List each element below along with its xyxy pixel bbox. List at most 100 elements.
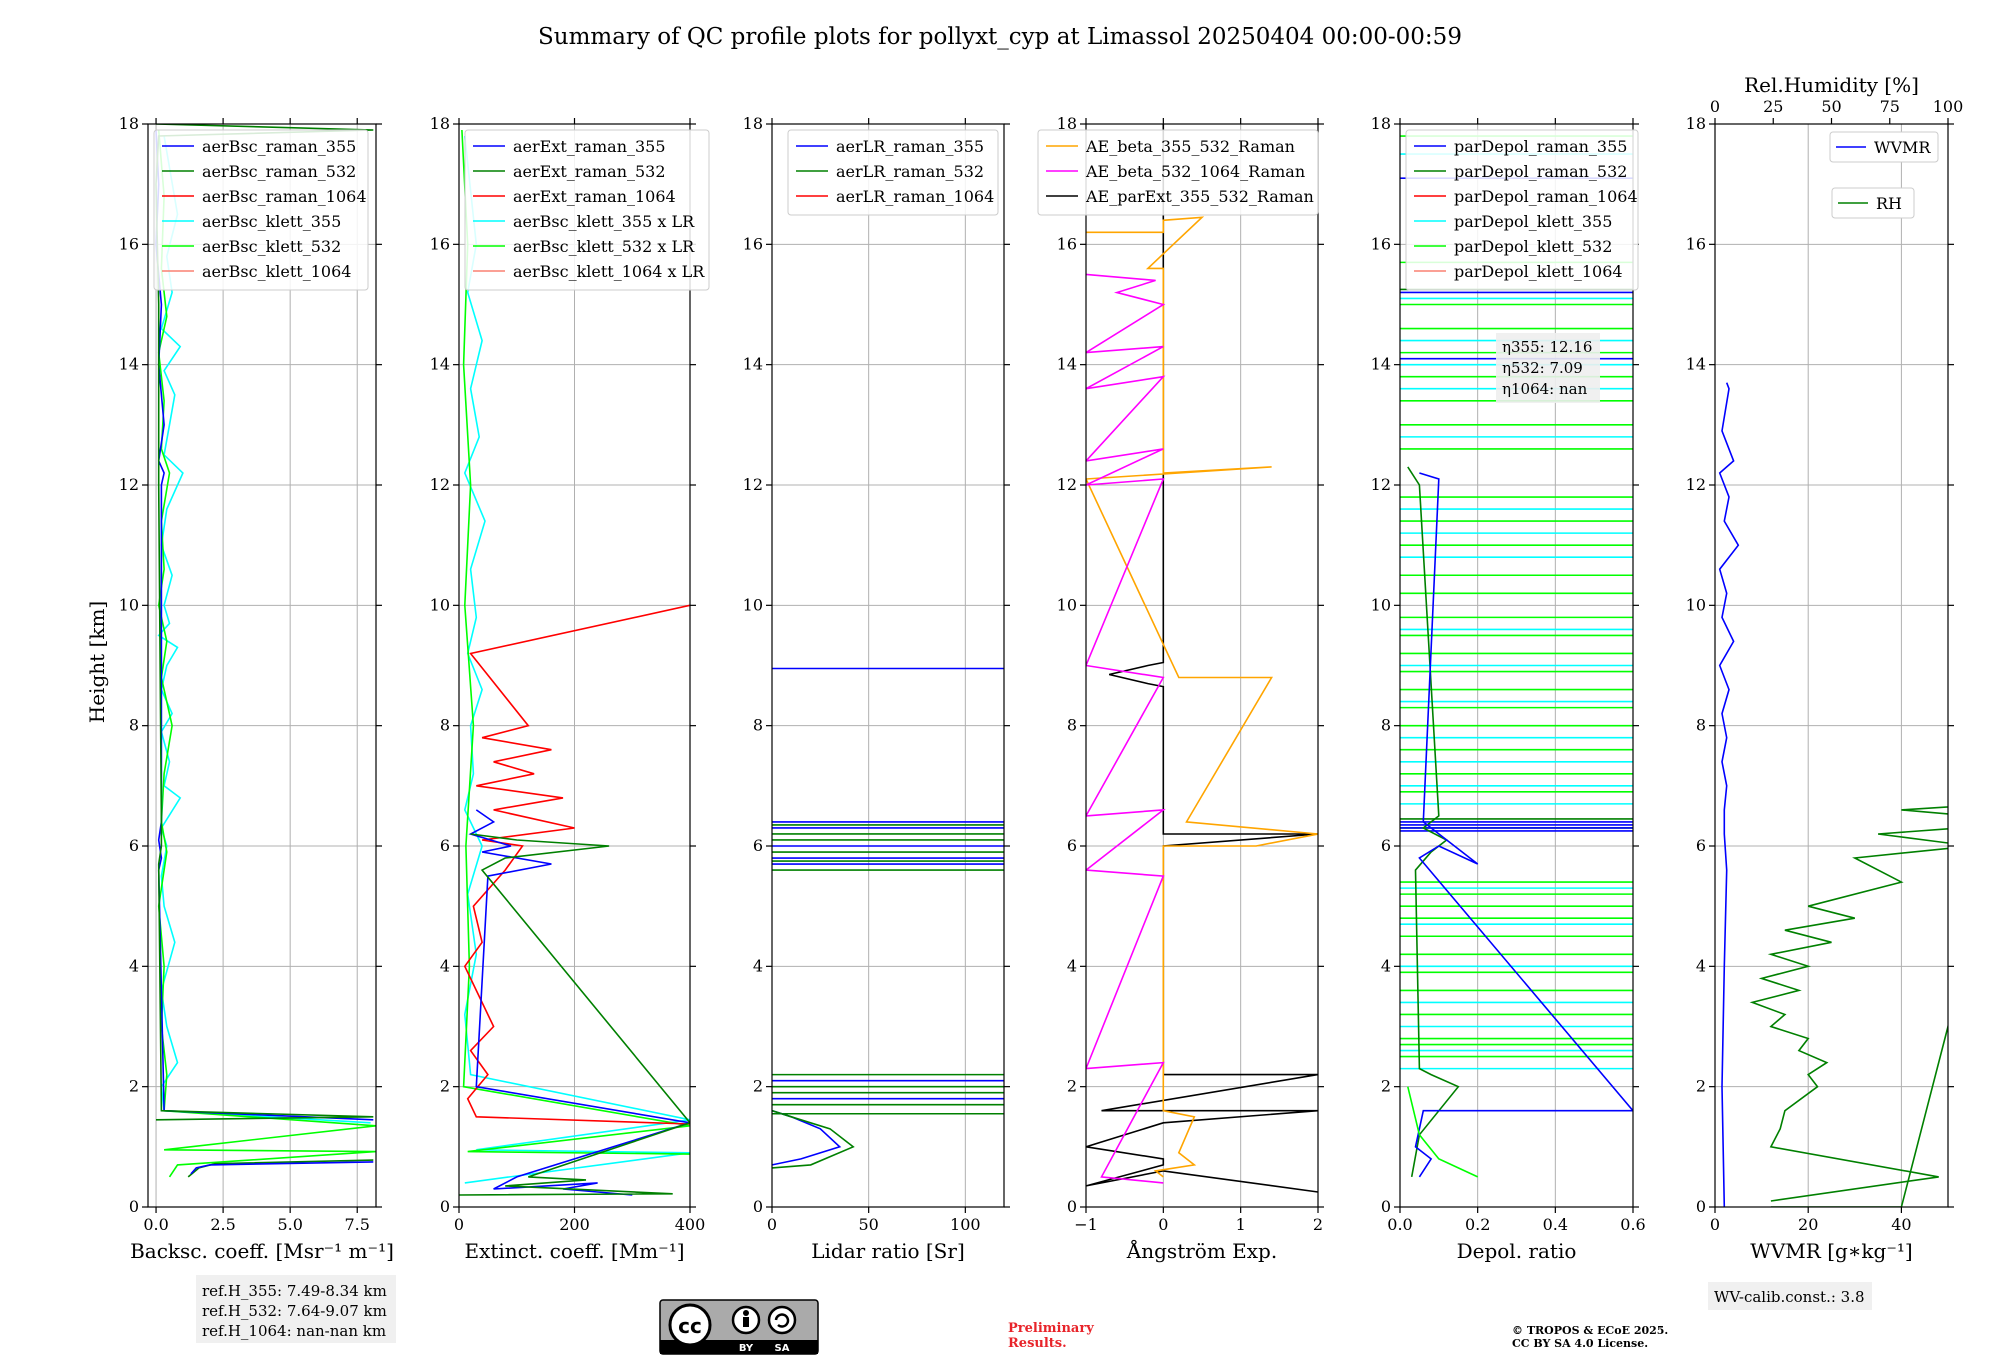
x-tick-label: 1	[1236, 1215, 1246, 1234]
legend-entry: aerBsc_raman_532	[202, 162, 356, 181]
y-axis-label: Height [km]	[85, 601, 109, 723]
cc-icon	[668, 1303, 712, 1347]
legend-entry: AE_beta_355_532_Raman	[1085, 137, 1295, 156]
top-x-tick-label: 50	[1821, 97, 1841, 116]
legend-entry: aerBsc_raman_355	[202, 137, 356, 156]
panel-wvmr: 0 20 40 0 2 4 6 8 10 12 14 16 18 WVMR [g∗kg⁻¹] 0 25 50 75…	[1686, 73, 1964, 1263]
y-tick-label: 12	[119, 475, 139, 494]
x-tick-label: 200	[559, 1215, 590, 1234]
y-tick-label: 0	[129, 1197, 139, 1216]
legend-box	[1831, 187, 1915, 219]
y-tick-label: 16	[1686, 234, 1706, 253]
eta-value: η532: 7.09	[1502, 359, 1583, 377]
x-tick-label: 40	[1891, 1215, 1911, 1234]
legend-box	[153, 129, 369, 291]
y-tick-label: 16	[1371, 234, 1391, 253]
y-tick-label: 8	[753, 716, 763, 735]
series-AE_beta_532_1064_Raman	[1086, 273, 1166, 1184]
series-aerBsc_raman_355_low	[190, 1161, 374, 1175]
y-tick-label: 18	[1057, 114, 1077, 133]
x-tick-label: 0.0	[1387, 1215, 1412, 1234]
ref-height-532: ref.H_532: 7.64-9.07 km	[202, 1302, 387, 1320]
y-tick-label: 6	[753, 836, 763, 855]
x-tick-label: −1	[1074, 1215, 1098, 1234]
series-aerExt_raman_1064	[463, 604, 690, 1125]
ref-height-355: ref.H_355: 7.49-8.34 km	[202, 1282, 387, 1300]
y-tick-label: 12	[1057, 475, 1077, 494]
y-tick-label: 2	[129, 1077, 139, 1096]
x-tick-label: 7.5	[344, 1215, 369, 1234]
y-tick-label: 16	[119, 234, 139, 253]
legend-entry: parDepol_klett_355	[1454, 212, 1612, 231]
legend-entry: aerLR_raman_1064	[836, 187, 994, 206]
series-parDepol_klett_532_low	[1407, 1086, 1479, 1178]
y-tick-label: 18	[743, 114, 763, 133]
x-axis-label: WVMR [g∗kg⁻¹]	[1750, 1239, 1912, 1263]
series-aerExt_raman_355	[468, 809, 690, 1196]
by-label: BY	[739, 1343, 754, 1354]
axes-frame	[1399, 123, 1634, 1208]
y-tick-label: 10	[119, 595, 139, 614]
top-x-tick-label: 0	[1710, 97, 1720, 116]
y-tick-label: 8	[1696, 716, 1706, 735]
y-tick-label: 12	[430, 475, 450, 494]
x-axis-label: Ångström Exp.	[1126, 1238, 1277, 1263]
y-tick-label: 6	[1381, 836, 1391, 855]
y-tick-label: 18	[1686, 114, 1706, 133]
panel-lidar_ratio: 0 50 100 0 2 4 6 8 10 12 14 16 18 Lidar ratio [Sr] aer…	[743, 114, 1010, 1263]
axes-frame	[147, 123, 377, 1208]
legend-entry: aerBsc_klett_1064 x LR	[513, 262, 705, 281]
y-tick-label: 14	[1371, 355, 1391, 374]
legend-entry: aerExt_raman_355	[513, 137, 666, 156]
y-tick-label: 2	[1696, 1077, 1706, 1096]
y-tick-label: 0	[1696, 1197, 1706, 1216]
legend-entry: parDepol_klett_532	[1454, 237, 1612, 256]
x-tick-label: 20	[1798, 1215, 1818, 1234]
y-tick-label: 10	[743, 595, 763, 614]
cc-icon-text: cc	[678, 1314, 702, 1338]
y-tick-label: 10	[1371, 595, 1391, 614]
axes-frame	[771, 123, 1005, 1208]
y-tick-label: 2	[1067, 1077, 1077, 1096]
y-tick-label: 4	[1381, 956, 1391, 975]
y-tick-label: 8	[1381, 716, 1391, 735]
y-tick-label: 4	[1696, 956, 1706, 975]
legend-entry: aerLR_raman_532	[836, 162, 984, 181]
legend-entry: aerBsc_klett_1064	[202, 262, 351, 281]
y-tick-label: 12	[743, 475, 763, 494]
legend-entry: aerExt_raman_532	[513, 162, 666, 181]
y-tick-label: 2	[1381, 1077, 1391, 1096]
x-tick-label: 50	[858, 1215, 878, 1234]
panel-depol: 0.0 0.2 0.4 0.6 0 2 4 6 8 10 12 14 16 18 Depol. ratio p…	[1371, 114, 1646, 1263]
y-tick-label: 16	[1057, 234, 1077, 253]
y-tick-label: 14	[119, 355, 139, 374]
y-tick-label: 12	[1686, 475, 1706, 494]
y-tick-label: 12	[1371, 475, 1391, 494]
y-tick-label: 4	[440, 956, 450, 975]
y-tick-label: 16	[743, 234, 763, 253]
series-aerBsc_klett_532 x LR	[461, 129, 690, 1155]
x-tick-label: 2.5	[210, 1215, 235, 1234]
preliminary-label-1: Preliminary	[1008, 1321, 1094, 1336]
y-tick-label: 4	[753, 956, 763, 975]
panel-extinction: 0 200 400 0 2 4 6 8 10 12 14 16 18 Extinct. coeff. [M…	[430, 114, 710, 1263]
sa-label: SA	[775, 1343, 790, 1354]
y-tick-label: 14	[743, 355, 763, 374]
top-x-tick-label: 25	[1763, 97, 1783, 116]
legend-entry: parDepol_klett_1064	[1454, 262, 1623, 281]
plot-area	[1086, 124, 1318, 1193]
y-tick-label: 14	[1057, 355, 1077, 374]
plot-area	[1400, 135, 1633, 1178]
x-tick-label: 0.2	[1465, 1215, 1490, 1234]
y-tick-label: 14	[1686, 355, 1706, 374]
legend-entry: aerBsc_klett_355 x LR	[513, 212, 695, 231]
y-tick-label: 6	[440, 836, 450, 855]
x-tick-label: 0	[454, 1215, 464, 1234]
y-tick-label: 8	[440, 716, 450, 735]
y-tick-label: 6	[1696, 836, 1706, 855]
x-tick-label: 400	[675, 1215, 706, 1234]
legend-entry: aerBsc_klett_355	[202, 212, 341, 231]
series-aerExt_raman_532	[459, 833, 690, 1196]
